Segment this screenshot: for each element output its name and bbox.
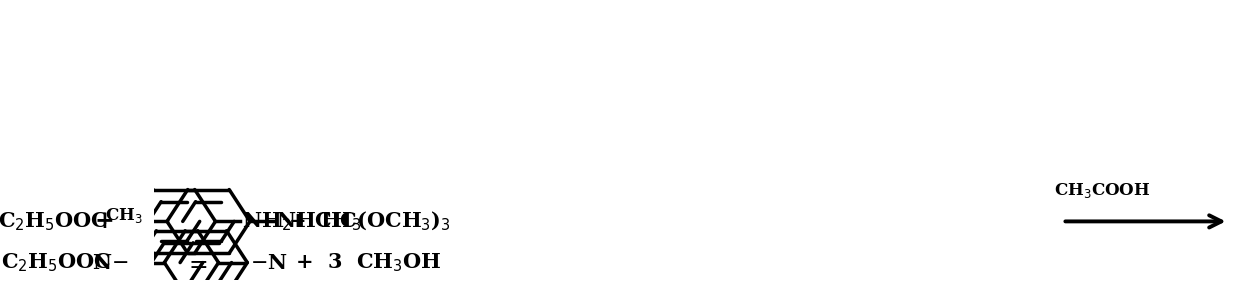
Text: $=$: $=$: [184, 250, 208, 275]
Text: N$-$: N$-$: [92, 252, 129, 273]
Text: CH$_3$: CH$_3$: [104, 206, 143, 225]
Text: +  HC(OCH$_3$)$_3$: + HC(OCH$_3$)$_3$: [288, 210, 451, 233]
Text: C$_2$H$_5$OOC: C$_2$H$_5$OOC: [0, 210, 108, 233]
Text: NHCH$_3$: NHCH$_3$: [277, 210, 362, 233]
Text: M: M: [114, 208, 133, 225]
Text: CH$_3$COOH: CH$_3$COOH: [1054, 181, 1149, 200]
Text: +: +: [94, 209, 114, 233]
Text: NH$_2$: NH$_2$: [242, 210, 290, 233]
Text: C$_2$H$_5$OOC: C$_2$H$_5$OOC: [1, 251, 112, 274]
Text: +  3  CH$_3$OH: + 3 CH$_3$OH: [295, 251, 441, 274]
Text: $-$N: $-$N: [250, 252, 288, 273]
